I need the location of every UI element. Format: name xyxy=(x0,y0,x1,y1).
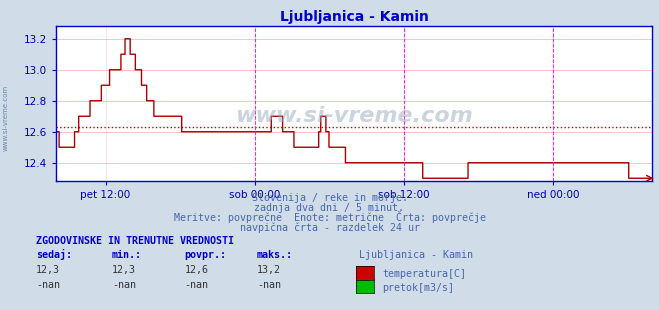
Text: -nan: -nan xyxy=(36,280,60,290)
Text: temperatura[C]: temperatura[C] xyxy=(382,269,466,279)
Text: pretok[m3/s]: pretok[m3/s] xyxy=(382,283,454,293)
Text: Slovenija / reke in morje.: Slovenija / reke in morje. xyxy=(252,193,407,203)
Text: navpična črta - razdelek 24 ur: navpična črta - razdelek 24 ur xyxy=(239,222,420,232)
Text: 12,6: 12,6 xyxy=(185,265,208,275)
Text: Ljubljanica - Kamin: Ljubljanica - Kamin xyxy=(359,250,473,260)
Text: 13,2: 13,2 xyxy=(257,265,281,275)
Text: min.:: min.: xyxy=(112,250,142,260)
Text: maks.:: maks.: xyxy=(257,250,293,260)
Text: Meritve: povprečne  Enote: metrične  Črta: povprečje: Meritve: povprečne Enote: metrične Črta:… xyxy=(173,211,486,223)
Text: www.si-vreme.com: www.si-vreme.com xyxy=(2,85,9,151)
Text: www.si-vreme.com: www.si-vreme.com xyxy=(235,106,473,126)
Text: zadnja dva dni / 5 minut.: zadnja dva dni / 5 minut. xyxy=(254,203,405,213)
Text: -nan: -nan xyxy=(257,280,281,290)
Text: -nan: -nan xyxy=(185,280,208,290)
Text: sedaj:: sedaj: xyxy=(36,249,72,260)
Text: -nan: -nan xyxy=(112,280,136,290)
Text: 12,3: 12,3 xyxy=(36,265,60,275)
Title: Ljubljanica - Kamin: Ljubljanica - Kamin xyxy=(280,10,428,24)
Text: ZGODOVINSKE IN TRENUTNE VREDNOSTI: ZGODOVINSKE IN TRENUTNE VREDNOSTI xyxy=(36,236,234,246)
Text: povpr.:: povpr.: xyxy=(185,250,227,260)
Text: 12,3: 12,3 xyxy=(112,265,136,275)
